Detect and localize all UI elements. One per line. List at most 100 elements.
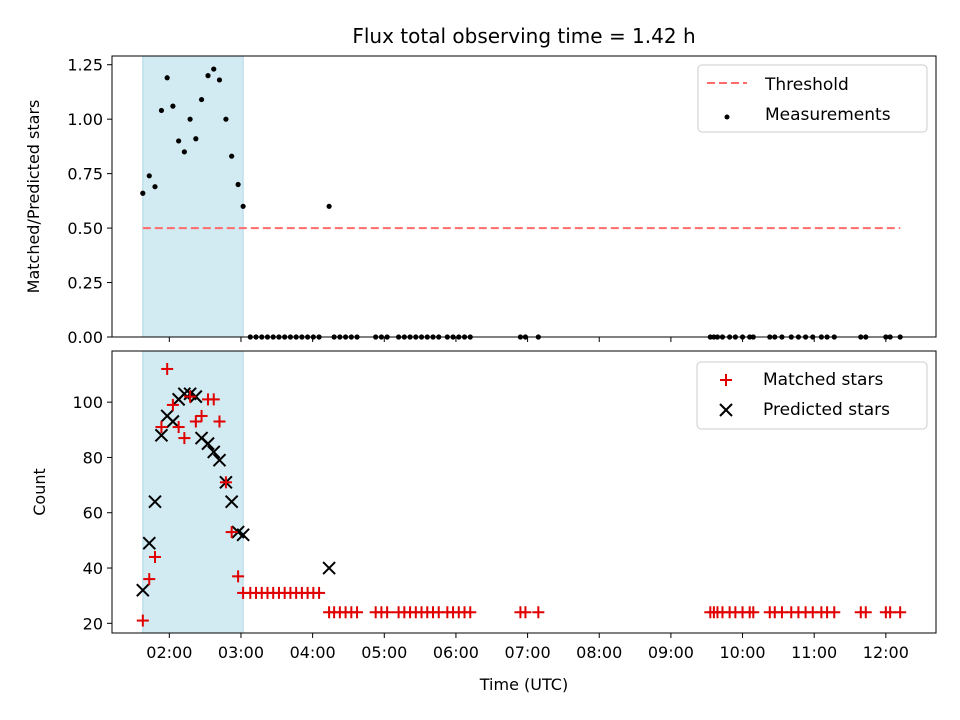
x-tick-label: 12:00 [863,643,909,662]
bottom-y-tick-label: 20 [83,614,103,633]
top-legend: Threshold Measurements [697,64,928,133]
measurement-point [187,116,193,122]
legend-matched-label: Matched stars [763,370,883,390]
predicted-star-point [136,583,150,597]
bottom-y-tick-label: 100 [72,393,103,412]
predicted-stars-points [136,387,336,597]
measurement-point [170,103,176,109]
matched-star-point [313,586,326,599]
x-tick-label: 05:00 [361,643,407,662]
bottom-x-ticks: 02:00 03:00 04:00 05:00 06:00 07:00 08:00 09:00… [146,633,909,662]
measurement-point [158,107,165,114]
matched-star-point [184,390,197,403]
bottom-y-tick-label: 60 [83,504,103,523]
measurement-point [164,75,170,81]
x-tick-label: 11:00 [791,643,837,662]
top-y-tick-label: 0.50 [67,219,103,238]
x-tick-label: 09:00 [648,643,694,662]
bottom-legend-box [696,361,928,430]
matched-star-point [148,550,161,563]
matched-star-point [747,606,760,619]
matched-star-point [143,573,156,586]
top-y-tick-label: 0.00 [67,328,103,347]
x-axis-label: Time (UTC) [479,675,568,694]
measurement-point [176,138,182,144]
top-legend-box [697,64,928,133]
measurement-point [223,116,229,122]
predicted-star-point [236,528,250,542]
measurement-point [229,153,235,159]
x-tick-label: 10:00 [719,643,765,662]
matched-star-point [155,421,168,434]
matched-star-point [219,476,232,489]
bottom-y-tick-label: 80 [83,448,103,467]
top-y-tick-label: 1.25 [67,56,103,75]
x-tick-label: 03:00 [218,643,264,662]
predicted-star-point [201,436,215,451]
predicted-star-point [166,414,180,429]
predicted-star-point [224,494,239,509]
matched-star-point [136,614,149,627]
top-x-ticks [168,337,887,342]
matched-star-point [519,606,532,619]
legend-measurements-swatch [724,114,730,120]
x-tick-label: 04:00 [290,643,336,662]
legend-threshold-label: Threshold [764,75,849,95]
matched-star-point [189,415,202,428]
measurement-point [140,190,146,196]
bottom-y-ticks: 20 40 60 80 100 [72,393,112,633]
measurement-point [216,77,223,83]
top-panel: Flux total observing time = 1.42 h 0.00 0… [24,24,937,347]
matched-star-point [161,362,174,375]
x-tick-label: 07:00 [505,643,551,662]
matched-stars-points [136,362,907,627]
matched-star-point [894,606,907,619]
measurement-point [152,184,158,190]
chart-title: Flux total observing time = 1.42 h [352,24,695,48]
legend-predicted-label: Predicted stars [763,400,890,420]
matched-star-point [464,606,477,619]
top-y-tick-label: 0.75 [67,165,103,184]
x-tick-label: 02:00 [146,643,192,662]
matched-star-point [213,415,226,428]
predicted-star-point [148,494,162,509]
measurement-point [211,66,217,72]
matched-star-point [232,570,245,583]
measurement-point [205,73,211,79]
bottom-y-axis-label: Count [30,468,49,516]
top-y-ticks: 0.00 0.25 0.50 0.75 1.00 1.25 [67,56,112,347]
predicted-star-point [322,561,336,575]
predicted-star-point [142,536,156,550]
predicted-star-point [207,445,221,459]
matched-star-point [381,606,394,619]
measurement-point [181,149,187,155]
matched-star-point [884,606,897,619]
matched-star-point [207,393,220,406]
bottom-panel: 20 40 60 80 100 02:00 03:00 04:00 05:00 06:00 07:… [30,350,937,694]
bottom-axes-frame [111,350,937,634]
bottom-legend: Matched stars Predicted stars [696,361,928,430]
measurement-point [240,203,246,209]
legend-matched-swatch [720,374,732,386]
matched-star-point [828,606,841,619]
matched-star-point [195,409,208,422]
matched-star-point [178,432,191,445]
x-tick-label: 08:00 [576,643,622,662]
legend-measurements-label: Measurements [765,105,891,125]
top-y-tick-label: 1.00 [67,110,103,129]
bottom-y-tick-label: 40 [83,559,103,578]
predicted-star-point [154,428,169,443]
legend-predicted-swatch [719,403,733,417]
matched-star-point [351,606,364,619]
measurement-point [146,173,152,179]
measurement-point [235,181,241,188]
measurement-point [326,203,332,209]
matched-star-point [225,526,238,539]
matched-star-point [166,398,179,411]
x-tick-label: 06:00 [433,643,479,662]
top-axes-frame [111,55,937,338]
matched-star-point [532,606,545,619]
measurement-point [193,136,199,142]
predicted-star-point [212,453,227,467]
